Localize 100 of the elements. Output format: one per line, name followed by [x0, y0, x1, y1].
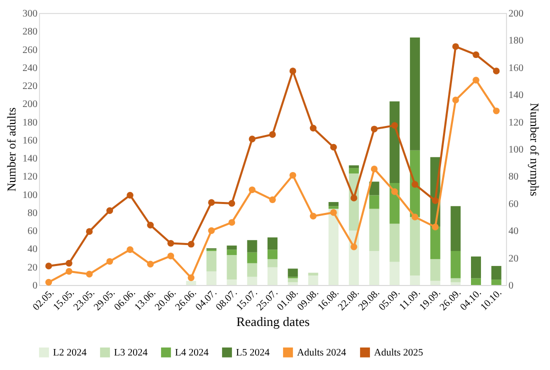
point: [106, 207, 114, 214]
bar: [328, 208, 339, 285]
bar: [450, 278, 461, 282]
bar: [430, 226, 440, 260]
point: [452, 43, 459, 50]
bar: [491, 266, 502, 280]
bar: [390, 262, 400, 285]
bar: [247, 263, 258, 277]
point: [208, 227, 215, 234]
bar: [288, 278, 298, 282]
y2-tick-label: 100: [508, 144, 524, 156]
bar: [308, 275, 318, 285]
point: [391, 188, 398, 195]
y-tick-label: 20: [28, 262, 38, 274]
point: [310, 212, 317, 220]
point: [126, 246, 134, 253]
legend-label: Adults 2024: [297, 347, 346, 358]
y-axis-title: Number of adults: [4, 107, 18, 192]
bar: [288, 282, 298, 285]
point: [269, 196, 276, 204]
y-tick-label: 0: [32, 280, 38, 292]
point: [330, 209, 337, 216]
bar: [268, 259, 278, 268]
y2-tick-label: 180: [508, 36, 524, 47]
y2-tick-label: 0: [508, 280, 514, 292]
y2-tick-label: 140: [508, 90, 524, 102]
y2-tick-label: 60: [508, 198, 518, 210]
bar: [450, 251, 461, 278]
y-tick-label: 40: [28, 244, 38, 256]
bar: [247, 252, 258, 264]
bar: [288, 268, 298, 277]
y-tick-label: 240: [22, 62, 38, 74]
bar: [410, 37, 420, 150]
bar: [470, 278, 481, 285]
bar: [268, 237, 278, 250]
point: [289, 68, 296, 74]
point: [208, 199, 215, 206]
bar: [348, 168, 359, 174]
bar: [206, 251, 216, 272]
point: [310, 124, 317, 132]
point: [412, 214, 418, 220]
point: [228, 200, 236, 207]
legend-label: L3 2024: [114, 347, 148, 358]
point: [167, 252, 174, 260]
y2-tick-label: 40: [508, 226, 518, 238]
y-tick-label: 180: [22, 117, 38, 128]
point: [492, 68, 500, 74]
y2-tick-label: 20: [508, 253, 518, 264]
point: [370, 166, 378, 172]
bar: [328, 202, 339, 206]
bar: [450, 282, 461, 285]
point: [269, 131, 276, 138]
y-tick-label: 140: [22, 154, 38, 165]
y-tick-label: 300: [22, 8, 38, 20]
bar: [491, 280, 502, 285]
y2-axis-title: Number of nymphs: [528, 102, 542, 196]
point: [412, 181, 418, 188]
y2-tick-label: 80: [508, 172, 518, 183]
y-tick-label: 160: [22, 135, 38, 146]
point: [350, 194, 358, 202]
y-tick-label: 200: [22, 99, 38, 110]
y2-tick-label: 120: [508, 117, 524, 128]
point: [452, 96, 459, 104]
bar: [430, 280, 440, 285]
point: [167, 240, 174, 247]
y-tick-label: 60: [28, 226, 38, 238]
bar: [226, 255, 237, 280]
legend-label: Adults 2025: [374, 347, 424, 358]
point: [492, 108, 500, 114]
point: [228, 219, 236, 226]
bar: [308, 272, 318, 276]
legend-label: L4 2024: [175, 347, 209, 358]
legend-label: L5 2024: [236, 347, 270, 358]
point: [472, 76, 480, 84]
bar: [470, 256, 481, 278]
y-tick-label: 220: [22, 81, 38, 92]
bar: [247, 276, 258, 285]
y-tick-label: 280: [22, 26, 38, 38]
y-tick-label: 80: [28, 208, 38, 219]
y-tick-label: 100: [22, 190, 38, 201]
bar: [268, 267, 278, 285]
bar: [206, 271, 216, 285]
bar: [410, 275, 420, 285]
point: [106, 258, 114, 265]
bar: [390, 224, 400, 262]
y-tick-label: 120: [22, 172, 38, 183]
point: [472, 51, 480, 58]
point: [147, 222, 154, 229]
bar: [226, 246, 237, 250]
y-tick-label: 260: [22, 44, 38, 56]
point: [432, 224, 439, 230]
y2-tick-label: 160: [508, 62, 524, 74]
point: [188, 274, 194, 282]
bar: [450, 206, 461, 251]
bar: [226, 280, 237, 285]
point: [188, 240, 194, 248]
bar: [390, 101, 400, 183]
bar: [369, 208, 380, 251]
point: [147, 260, 154, 268]
y2-tick-label: 200: [508, 8, 524, 20]
